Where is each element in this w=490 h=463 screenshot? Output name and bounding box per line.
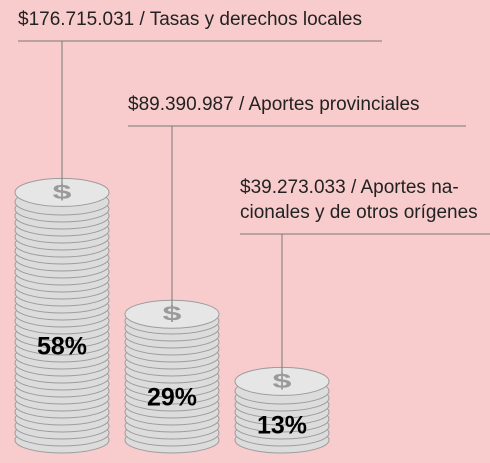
category-label: $176.715.031 / Tasas y derechos locales: [18, 9, 362, 30]
coin-symbol: $: [163, 302, 182, 325]
category-label: $89.390.987 / Aportes provinciales: [128, 94, 420, 115]
coin-stack: $: [14, 177, 110, 454]
coin-stack: $: [124, 299, 220, 454]
coin-symbol: $: [273, 370, 292, 393]
value-label: 13%: [257, 412, 307, 440]
coin-symbol: $: [53, 181, 72, 204]
category-label: cionales y de otros orígenes: [240, 202, 478, 223]
value-label: 58%: [37, 332, 87, 360]
coin-stack: $: [234, 366, 330, 454]
category-label: $39.273.033 / Aportes na-: [240, 177, 459, 198]
value-label: 29%: [147, 383, 197, 411]
